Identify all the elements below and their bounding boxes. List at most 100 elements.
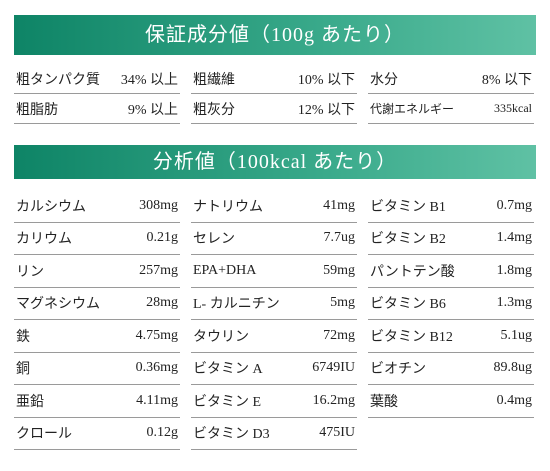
table-row: 鉄 4.75mg タウリン 72mg ビタミン B12 5.1ug [14,320,536,353]
nutrient-value: 475IU [319,425,355,441]
nutrient-cell: 銅 0.36mg [14,353,180,385]
nutrient-label: 葉酸 [370,394,398,410]
table-row: 粗脂肪 9% 以上 粗灰分 12% 以下 代謝エネルギー 335kcal [14,94,536,124]
nutrient-cell: 粗灰分 12% 以下 [191,94,357,124]
table-row: 粗タンパク質 34% 以上 粗繊維 10% 以下 水分 8% 以下 [14,64,536,94]
table-row: クロール 0.12g ビタミン D3 475IU [14,418,536,451]
analysis-section-title: 分析値（100kcal あたり） [14,145,536,179]
nutrient-cell: ビタミン B2 1.4mg [368,223,534,255]
nutrient-label: 粗繊維 [193,72,235,88]
nutrient-value: 12% 以下 [297,102,355,118]
nutrient-value: 16.2mg [312,392,355,408]
nutrient-cell: ナトリウム 41mg [191,190,357,223]
nutrient-cell: 粗タンパク質 34% 以上 [14,64,180,94]
nutrient-label: カリウム [16,232,72,248]
nutrient-value: 1.4mg [496,230,532,246]
nutrient-label: タウリン [193,329,249,345]
nutrient-label: パントテン酸 [370,264,455,280]
nutrient-cell: パントテン酸 1.8mg [368,255,534,288]
nutrient-cell: ビタミン E 16.2mg [191,385,357,418]
nutrient-value: 4.11mg [136,392,178,408]
nutrient-label: 亜鉛 [16,394,44,410]
table-row: 亜鉛 4.11mg ビタミン E 16.2mg 葉酸 0.4mg [14,385,536,418]
nutrient-cell: タウリン 72mg [191,320,357,353]
nutrient-cell: 代謝エネルギー 335kcal [368,94,534,124]
nutrient-label: ビタミン B12 [370,329,453,345]
nutrient-value: 1.3mg [496,295,532,311]
nutrient-label: 銅 [16,362,30,378]
nutrient-value: 6749IU [312,360,355,376]
nutrient-cell: ビタミン B6 1.3mg [368,288,534,320]
nutrient-cell: リン 257mg [14,255,180,288]
nutrient-label: ナトリウム [193,199,263,215]
guarantee-table: 粗タンパク質 34% 以上 粗繊維 10% 以下 水分 8% 以下 粗脂肪 9% 以上 … [14,64,536,124]
nutrient-label: セレン [193,232,235,248]
nutrient-cell: 粗繊維 10% 以下 [191,64,357,94]
nutrient-label: ビタミン B2 [370,232,446,248]
nutrient-cell: 葉酸 0.4mg [368,385,534,418]
nutrient-cell: 粗脂肪 9% 以上 [14,94,180,124]
nutrient-label: ビタミン D3 [193,427,270,443]
nutrient-value: 34% 以上 [120,72,178,88]
nutrient-value: 0.4mg [496,392,532,408]
nutrient-label: 水分 [370,72,398,88]
nutrient-label: カルシウム [16,199,86,215]
nutrient-cell: ビタミン B12 5.1ug [368,320,534,353]
nutrient-label: 鉄 [16,329,30,345]
nutrient-cell: カルシウム 308mg [14,190,180,223]
nutrient-label: ビタミン B1 [370,199,446,215]
nutrient-value: 308mg [139,197,178,213]
nutrient-label: ビタミン A [193,362,263,378]
nutrient-value: 335kcal [494,101,532,115]
nutrient-cell: ビタミン A 6749IU [191,353,357,385]
nutrient-value: 5mg [330,295,355,311]
nutrient-value: 257mg [139,262,178,278]
table-row: カルシウム 308mg ナトリウム 41mg ビタミン B1 0.7mg [14,190,536,223]
nutrient-cell: EPA+DHA 59mg [191,255,357,288]
nutrient-value: 10% 以下 [297,72,355,88]
nutrient-cell: ビタミン B1 0.7mg [368,190,534,223]
nutrient-label: 代謝エネルギー [370,102,455,116]
nutrient-value: 0.21g [146,230,179,246]
nutrient-value: 59mg [323,262,355,278]
nutrient-cell: 鉄 4.75mg [14,320,180,353]
guarantee-section-title: 保証成分値（100g あたり） [14,15,536,55]
nutrient-label: クロール [16,427,72,443]
empty-cell [368,418,534,451]
nutrient-value: 28mg [146,295,178,311]
nutrient-value: 1.8mg [496,262,532,278]
nutrient-cell: 水分 8% 以下 [368,64,534,94]
nutrient-label: リン [16,264,44,280]
nutrient-label: 粗灰分 [193,102,235,118]
table-row: リン 257mg EPA+DHA 59mg パントテン酸 1.8mg [14,255,536,288]
nutrient-value: 72mg [323,327,355,343]
nutrient-value: 0.12g [146,425,179,441]
nutrient-value: 4.75mg [135,327,178,343]
nutrient-value: 41mg [323,197,355,213]
nutrient-cell: ビタミン D3 475IU [191,418,357,450]
nutrient-value: 7.7ug [323,230,356,246]
nutrient-cell: カリウム 0.21g [14,223,180,255]
nutrient-value: 0.36mg [135,360,178,376]
table-row: カリウム 0.21g セレン 7.7ug ビタミン B2 1.4mg [14,223,536,255]
nutrient-label: 粗タンパク質 [16,72,100,88]
nutrient-label: ビタミン E [193,394,262,410]
analysis-table: カルシウム 308mg ナトリウム 41mg ビタミン B1 0.7mg カリウム 0.… [14,190,536,450]
nutrient-label: ビタミン B6 [370,297,446,313]
nutrient-label: ビオチン [370,362,426,378]
nutrient-cell: L- カルニチン 5mg [191,288,357,320]
nutrient-cell: クロール 0.12g [14,418,180,450]
nutrient-label: L- カルニチン [193,297,280,313]
nutrient-label: 粗脂肪 [16,102,58,118]
nutrient-value: 89.8ug [493,360,533,376]
nutrient-value: 5.1ug [500,327,533,343]
nutrient-cell: マグネシウム 28mg [14,288,180,320]
nutrient-value: 9% 以上 [127,102,178,118]
nutrient-cell: ビオチン 89.8ug [368,353,534,385]
nutrient-value: 8% 以下 [481,72,532,88]
nutrient-label: マグネシウム [16,297,100,313]
nutrient-cell: 亜鉛 4.11mg [14,385,180,418]
table-row: マグネシウム 28mg L- カルニチン 5mg ビタミン B6 1.3mg [14,288,536,320]
table-row: 銅 0.36mg ビタミン A 6749IU ビオチン 89.8ug [14,353,536,385]
nutrient-label: EPA+DHA [193,262,257,278]
